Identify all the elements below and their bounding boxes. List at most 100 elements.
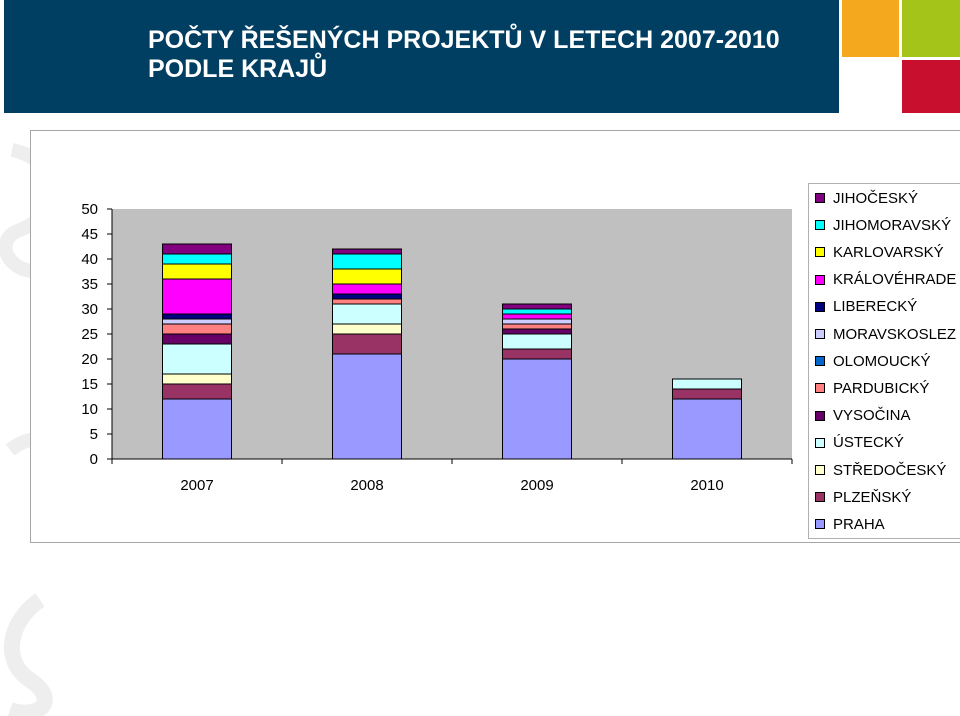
bar-segment (672, 398, 742, 460)
bar-segment (332, 323, 402, 335)
legend-swatch (815, 220, 825, 231)
bar-segment (502, 318, 572, 325)
bar-segment (162, 313, 232, 320)
bar-segment (162, 398, 232, 460)
bar-segment (332, 283, 402, 295)
legend-label: KARLOVARSKÝ (833, 243, 944, 261)
legend-swatch (815, 383, 825, 394)
legend-label: STŘEDOČESKÝ (833, 461, 947, 479)
legend-item: KRÁLOVÉHRADE (815, 270, 956, 290)
y-tick-label: 0 (90, 451, 98, 468)
legend-item: JIHOČESKÝ (815, 188, 918, 208)
legend-item: PLZEŇSKÝ (815, 487, 911, 507)
bar-segment (502, 323, 572, 330)
bar-segment (162, 253, 232, 265)
legend-label: VYSOČINA (833, 407, 911, 425)
legend-label: LIBERECKÝ (833, 298, 918, 316)
bar-segment (332, 253, 402, 270)
y-tick-label: 25 (81, 326, 98, 343)
y-tick-label: 45 (81, 226, 98, 243)
legend-label: MORAVSKOSLEZ (833, 325, 957, 343)
bar-segment (502, 303, 572, 310)
legend-label: JIHOMORAVSKÝ (833, 216, 952, 234)
y-axis: 0 5 10 15 20 25 30 35 40 45 50 (81, 201, 113, 468)
bar-segment (162, 343, 232, 375)
bar-segment (502, 348, 572, 360)
legend-label: ÚSTECKÝ (833, 434, 904, 452)
bar-segment (672, 378, 742, 390)
legend-swatch (815, 437, 825, 448)
legend-item: PRAHA (815, 514, 885, 534)
legend-item: VYSOČINA (815, 406, 911, 426)
bar-segment (162, 263, 232, 280)
bar-segment (502, 358, 572, 460)
bar-segment (332, 248, 402, 255)
bar-segment (162, 243, 232, 255)
bar-segment (672, 388, 742, 400)
legend-label: OLOMOUCKÝ (833, 352, 931, 370)
legend-label: PARDUBICKÝ (833, 379, 930, 397)
title-line-1: POČTY ŘEŠENÝCH PROJEKTŮ V LETECH 2007-20… (148, 26, 780, 54)
legend-swatch (815, 193, 825, 203)
bar-segment (332, 268, 402, 285)
y-tick-label: 15 (81, 376, 98, 393)
legend-item: STŘEDOČESKÝ (815, 460, 946, 480)
bar-segment (332, 333, 402, 355)
y-tick-label: 20 (81, 351, 98, 368)
legend: JIHOČESKÝ JIHOMORAVSKÝ KARLOVARSKÝ KRÁLOVÉH… (808, 183, 960, 539)
tile-green (902, 0, 960, 57)
bar-segment (162, 383, 232, 400)
bar-segment (332, 293, 402, 300)
tile-orange (842, 0, 899, 57)
legend-item: PARDUBICKÝ (815, 378, 929, 398)
legend-swatch (815, 329, 825, 339)
x-tick-label: 2009 (520, 477, 553, 494)
legend-swatch (815, 492, 825, 503)
y-tick-label: 50 (81, 201, 98, 218)
y-tick-label: 35 (81, 276, 98, 293)
legend-label: PRAHA (833, 515, 885, 533)
y-tick-label: 30 (81, 301, 98, 318)
bar-segment (162, 278, 232, 315)
legend-item: MORAVSKOSLEZ (815, 324, 956, 344)
slide-header: POČTY ŘEŠENÝCH PROJEKTŮ V LETECH 2007-20… (4, 0, 839, 113)
bar-segment (162, 373, 232, 385)
x-tick-label: 2007 (180, 477, 213, 494)
legend-swatch (815, 410, 825, 421)
page-title: POČTY ŘEŠENÝCH PROJEKTŮ V LETECH 2007-20… (148, 26, 780, 84)
bar-segment (332, 298, 402, 305)
tile-red (902, 60, 960, 113)
legend-swatch (815, 301, 825, 312)
legend-swatch (815, 356, 825, 367)
legend-item: KARLOVARSKÝ (815, 242, 944, 262)
y-tick-label: 5 (90, 426, 98, 443)
legend-item: JIHOMORAVSKÝ (815, 215, 951, 235)
bars (162, 243, 742, 460)
bar-segment (332, 353, 402, 460)
legend-label: JIHOČESKÝ (833, 189, 919, 207)
legend-swatch (815, 274, 825, 285)
bar-segment (502, 313, 572, 320)
x-axis: 2007 2008 2009 2010 (111, 458, 793, 494)
legend-label: KRÁLOVÉHRADE (833, 271, 957, 289)
bar-segment (162, 318, 232, 325)
legend-item: OLOMOUCKÝ (815, 351, 931, 371)
x-tick-label: 2010 (690, 477, 723, 494)
legend-item: LIBERECKÝ (815, 297, 917, 317)
legend-swatch (815, 465, 825, 475)
y-tick-label: 10 (81, 401, 98, 418)
legend-swatch (815, 247, 825, 258)
bar-segment (502, 308, 572, 315)
bar-segment (162, 323, 232, 335)
title-line-2: PODLE KRAJŮ (148, 55, 328, 83)
legend-label: PLZEŇSKÝ (833, 488, 912, 506)
x-tick-label: 2008 (350, 477, 383, 494)
y-tick-label: 40 (81, 251, 98, 268)
bar-segment (502, 333, 572, 350)
bar-segment (502, 328, 572, 335)
bar-segment (162, 333, 232, 345)
legend-item: ÚSTECKÝ (815, 433, 904, 453)
legend-swatch (815, 519, 825, 530)
bar-segment (332, 303, 402, 325)
